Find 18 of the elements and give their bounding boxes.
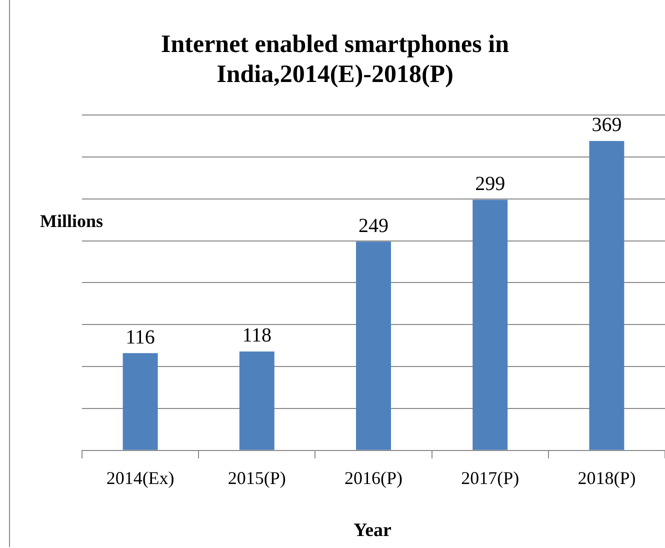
x-tick-label: 2014(Ex) bbox=[106, 468, 174, 488]
chart-title: Internet enabled smartphones in India,2014(E)-2018(P) bbox=[160, 30, 510, 90]
x-axis-title: Year bbox=[352, 520, 392, 542]
data-label: 118 bbox=[242, 324, 272, 347]
bar bbox=[589, 140, 624, 450]
x-tick-label: 2017(P) bbox=[461, 468, 520, 488]
bar bbox=[472, 200, 508, 450]
y-axis-title: Millions bbox=[40, 211, 104, 232]
data-label: 369 bbox=[592, 114, 622, 136]
data-label: 116 bbox=[126, 326, 155, 348]
bar bbox=[122, 353, 158, 450]
x-tick-label: 2016(P) bbox=[344, 468, 403, 488]
x-tick-label: 2018(P) bbox=[578, 468, 636, 488]
bar bbox=[356, 242, 391, 450]
data-label: 249 bbox=[358, 214, 388, 237]
bar bbox=[239, 351, 274, 450]
data-label: 299 bbox=[475, 172, 506, 195]
x-tick-label: 2015(P) bbox=[228, 468, 286, 488]
